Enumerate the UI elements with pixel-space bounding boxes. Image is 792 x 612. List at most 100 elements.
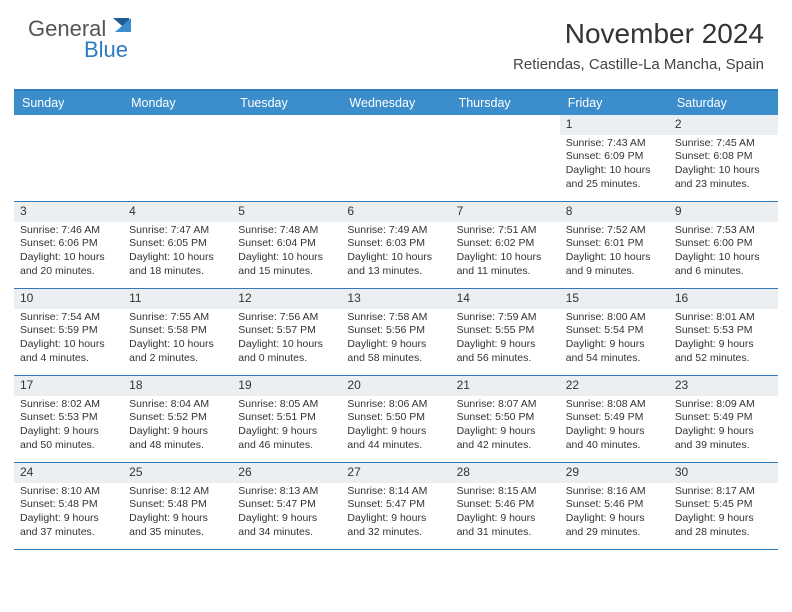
day-cell: 1Sunrise: 7:43 AMSunset: 6:09 PMDaylight… <box>560 115 669 201</box>
day-cell: 7Sunrise: 7:51 AMSunset: 6:02 PMDaylight… <box>451 202 560 288</box>
daylight-text: Daylight: 9 hours <box>675 512 772 526</box>
day-cell: 21Sunrise: 8:07 AMSunset: 5:50 PMDayligh… <box>451 376 560 462</box>
daylight-text: and 58 minutes. <box>347 352 444 366</box>
daylight-text: Daylight: 10 hours <box>129 338 226 352</box>
day-number: 7 <box>451 202 560 222</box>
daylight-text: Daylight: 9 hours <box>457 338 554 352</box>
day-details: Sunrise: 8:17 AMSunset: 5:45 PMDaylight:… <box>669 483 778 544</box>
sunrise-text: Sunrise: 7:54 AM <box>20 311 117 325</box>
day-number: 20 <box>341 376 450 396</box>
sunset-text: Sunset: 6:01 PM <box>566 237 663 251</box>
sunset-text: Sunset: 5:58 PM <box>129 324 226 338</box>
day-cell: 22Sunrise: 8:08 AMSunset: 5:49 PMDayligh… <box>560 376 669 462</box>
daylight-text: and 15 minutes. <box>238 265 335 279</box>
sunrise-text: Sunrise: 8:06 AM <box>347 398 444 412</box>
day-cell: 30Sunrise: 8:17 AMSunset: 5:45 PMDayligh… <box>669 463 778 549</box>
daylight-text: Daylight: 10 hours <box>20 338 117 352</box>
day-number: 4 <box>123 202 232 222</box>
week-row: 24Sunrise: 8:10 AMSunset: 5:48 PMDayligh… <box>14 463 778 550</box>
daylight-text: and 54 minutes. <box>566 352 663 366</box>
day-cell: 5Sunrise: 7:48 AMSunset: 6:04 PMDaylight… <box>232 202 341 288</box>
day-details: Sunrise: 7:54 AMSunset: 5:59 PMDaylight:… <box>14 309 123 370</box>
day-details: Sunrise: 7:53 AMSunset: 6:00 PMDaylight:… <box>669 222 778 283</box>
daylight-text: and 18 minutes. <box>129 265 226 279</box>
daylight-text: and 29 minutes. <box>566 526 663 540</box>
day-details: Sunrise: 8:13 AMSunset: 5:47 PMDaylight:… <box>232 483 341 544</box>
day-number: 29 <box>560 463 669 483</box>
weeks-container: 1Sunrise: 7:43 AMSunset: 6:09 PMDaylight… <box>14 115 778 550</box>
day-number: 13 <box>341 289 450 309</box>
week-row: 1Sunrise: 7:43 AMSunset: 6:09 PMDaylight… <box>14 115 778 202</box>
daylight-text: and 46 minutes. <box>238 439 335 453</box>
sunrise-text: Sunrise: 8:02 AM <box>20 398 117 412</box>
daylight-text: Daylight: 9 hours <box>566 425 663 439</box>
day-cell: 25Sunrise: 8:12 AMSunset: 5:48 PMDayligh… <box>123 463 232 549</box>
sunset-text: Sunset: 6:04 PM <box>238 237 335 251</box>
sunset-text: Sunset: 5:56 PM <box>347 324 444 338</box>
calendar: SundayMondayTuesdayWednesdayThursdayFrid… <box>14 89 778 550</box>
daylight-text: and 48 minutes. <box>129 439 226 453</box>
day-number: 28 <box>451 463 560 483</box>
sunset-text: Sunset: 6:02 PM <box>457 237 554 251</box>
daylight-text: Daylight: 9 hours <box>238 425 335 439</box>
day-details: Sunrise: 8:00 AMSunset: 5:54 PMDaylight:… <box>560 309 669 370</box>
daylight-text: Daylight: 10 hours <box>566 164 663 178</box>
day-details: Sunrise: 8:14 AMSunset: 5:47 PMDaylight:… <box>341 483 450 544</box>
week-row: 10Sunrise: 7:54 AMSunset: 5:59 PMDayligh… <box>14 289 778 376</box>
sunset-text: Sunset: 5:45 PM <box>675 498 772 512</box>
daylight-text: Daylight: 9 hours <box>347 425 444 439</box>
sunrise-text: Sunrise: 8:04 AM <box>129 398 226 412</box>
day-cell: 10Sunrise: 7:54 AMSunset: 5:59 PMDayligh… <box>14 289 123 375</box>
sunset-text: Sunset: 6:06 PM <box>20 237 117 251</box>
sunset-text: Sunset: 5:52 PM <box>129 411 226 425</box>
sunset-text: Sunset: 6:09 PM <box>566 150 663 164</box>
day-number: 21 <box>451 376 560 396</box>
daylight-text: Daylight: 9 hours <box>20 512 117 526</box>
day-header: Saturday <box>669 91 778 115</box>
daylight-text: and 4 minutes. <box>20 352 117 366</box>
daylight-text: and 42 minutes. <box>457 439 554 453</box>
day-number: 2 <box>669 115 778 135</box>
day-details: Sunrise: 7:56 AMSunset: 5:57 PMDaylight:… <box>232 309 341 370</box>
day-details: Sunrise: 8:06 AMSunset: 5:50 PMDaylight:… <box>341 396 450 457</box>
day-details: Sunrise: 7:45 AMSunset: 6:08 PMDaylight:… <box>669 135 778 196</box>
daylight-text: and 6 minutes. <box>675 265 772 279</box>
sunrise-text: Sunrise: 8:16 AM <box>566 485 663 499</box>
daylight-text: Daylight: 10 hours <box>347 251 444 265</box>
day-header-row: SundayMondayTuesdayWednesdayThursdayFrid… <box>14 91 778 115</box>
daylight-text: Daylight: 9 hours <box>675 338 772 352</box>
daylight-text: and 13 minutes. <box>347 265 444 279</box>
sunset-text: Sunset: 5:48 PM <box>20 498 117 512</box>
daylight-text: and 2 minutes. <box>129 352 226 366</box>
sunset-text: Sunset: 5:47 PM <box>347 498 444 512</box>
day-number: 11 <box>123 289 232 309</box>
daylight-text: and 28 minutes. <box>675 526 772 540</box>
sunrise-text: Sunrise: 8:17 AM <box>675 485 772 499</box>
day-cell: 28Sunrise: 8:15 AMSunset: 5:46 PMDayligh… <box>451 463 560 549</box>
day-number: 18 <box>123 376 232 396</box>
sunset-text: Sunset: 6:03 PM <box>347 237 444 251</box>
day-details: Sunrise: 7:46 AMSunset: 6:06 PMDaylight:… <box>14 222 123 283</box>
sunset-text: Sunset: 6:00 PM <box>675 237 772 251</box>
daylight-text: Daylight: 9 hours <box>238 512 335 526</box>
sunrise-text: Sunrise: 7:55 AM <box>129 311 226 325</box>
day-header: Thursday <box>451 91 560 115</box>
sunset-text: Sunset: 6:05 PM <box>129 237 226 251</box>
sunrise-text: Sunrise: 8:07 AM <box>457 398 554 412</box>
day-details: Sunrise: 8:04 AMSunset: 5:52 PMDaylight:… <box>123 396 232 457</box>
day-number: 25 <box>123 463 232 483</box>
header: General Blue November 2024 Retiendas, Ca… <box>0 0 792 81</box>
day-number: 19 <box>232 376 341 396</box>
daylight-text: and 40 minutes. <box>566 439 663 453</box>
location-subtitle: Retiendas, Castille-La Mancha, Spain <box>513 56 764 73</box>
daylight-text: and 20 minutes. <box>20 265 117 279</box>
sunrise-text: Sunrise: 7:47 AM <box>129 224 226 238</box>
day-details: Sunrise: 7:59 AMSunset: 5:55 PMDaylight:… <box>451 309 560 370</box>
daylight-text: and 31 minutes. <box>457 526 554 540</box>
sunset-text: Sunset: 5:49 PM <box>566 411 663 425</box>
day-header: Friday <box>560 91 669 115</box>
day-header: Wednesday <box>341 91 450 115</box>
daylight-text: Daylight: 9 hours <box>129 425 226 439</box>
day-details: Sunrise: 8:10 AMSunset: 5:48 PMDaylight:… <box>14 483 123 544</box>
sunrise-text: Sunrise: 7:46 AM <box>20 224 117 238</box>
